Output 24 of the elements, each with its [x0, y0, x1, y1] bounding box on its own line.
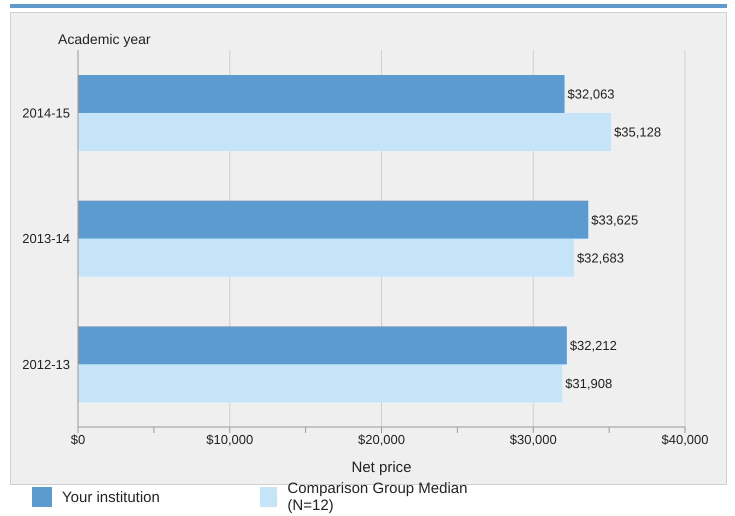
bar	[78, 113, 612, 151]
y-tick-label: 2014-15	[22, 105, 70, 120]
bar	[78, 75, 565, 113]
bar	[78, 326, 567, 364]
x-tick-label: $20,000	[358, 432, 405, 448]
x-tick-label: $10,000	[206, 432, 254, 448]
data-label: $32,063	[568, 86, 615, 102]
data-label: $33,625	[591, 212, 638, 228]
data-label: $32,212	[570, 338, 617, 353]
bar	[78, 200, 588, 239]
data-label: $35,128	[614, 124, 662, 140]
y-tick-label: 2012-13	[22, 356, 70, 372]
x-tick-label: $0	[70, 432, 86, 448]
x-axis-title: Net price	[351, 459, 412, 476]
y-tick-label: 2013-14	[22, 231, 70, 246]
x-tick-label: $30,000	[510, 432, 557, 448]
data-label: $31,908	[565, 376, 612, 391]
data-label: $32,683	[576, 250, 624, 266]
bar	[78, 364, 562, 402]
legend-label: Comparison Group Median (N=12)	[287, 480, 468, 514]
x-tick-label: $40,000	[662, 432, 708, 448]
y-axis-title: Academic year	[58, 31, 151, 47]
bar	[78, 238, 574, 277]
legend-label: Your institution	[62, 488, 160, 506]
